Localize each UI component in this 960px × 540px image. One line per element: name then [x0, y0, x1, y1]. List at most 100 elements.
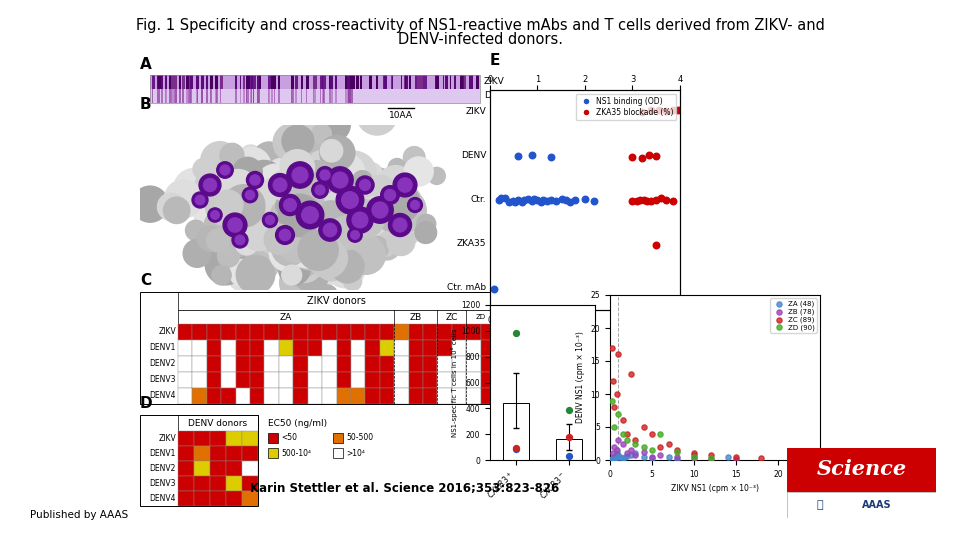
- Bar: [278, 356, 293, 372]
- Bar: [406, 75, 408, 89]
- ZC (89): [653, 442, 668, 451]
- Bar: [424, 75, 427, 89]
- Circle shape: [333, 152, 376, 194]
- ZA (48): [628, 449, 643, 458]
- Text: 50-500: 50-500: [346, 434, 373, 442]
- Text: ZA: ZA: [280, 313, 292, 321]
- Circle shape: [218, 245, 239, 267]
- Circle shape: [347, 235, 386, 274]
- Point: [635, 153, 650, 162]
- Circle shape: [311, 213, 342, 244]
- Bar: [787, 448, 936, 492]
- Circle shape: [315, 170, 353, 208]
- Bar: [348, 89, 349, 103]
- Bar: [335, 89, 337, 103]
- Bar: [235, 340, 250, 356]
- ZA (48): [608, 453, 623, 462]
- Point: [649, 196, 664, 205]
- Point: [549, 197, 564, 205]
- Bar: [247, 89, 249, 103]
- Circle shape: [290, 138, 331, 180]
- Circle shape: [285, 229, 313, 256]
- Bar: [468, 75, 472, 89]
- Circle shape: [210, 174, 234, 199]
- Circle shape: [297, 209, 328, 240]
- Point: [665, 106, 681, 114]
- Circle shape: [271, 219, 308, 257]
- ZD (90): [669, 448, 684, 456]
- Circle shape: [340, 194, 368, 221]
- Bar: [395, 340, 409, 356]
- Bar: [293, 372, 308, 388]
- Bar: [392, 75, 394, 89]
- Text: <50: <50: [281, 434, 297, 442]
- Bar: [313, 75, 315, 89]
- Circle shape: [367, 197, 394, 223]
- Bar: [172, 75, 174, 89]
- Circle shape: [333, 185, 370, 220]
- Circle shape: [205, 185, 247, 226]
- Circle shape: [276, 156, 292, 172]
- Text: DENV4: DENV4: [150, 392, 176, 401]
- Circle shape: [272, 231, 307, 266]
- Bar: [346, 89, 348, 103]
- Bar: [366, 324, 380, 340]
- Text: DENV1: DENV1: [150, 343, 176, 353]
- Circle shape: [192, 192, 208, 208]
- Bar: [178, 446, 194, 461]
- Bar: [271, 75, 274, 89]
- Bar: [257, 89, 260, 103]
- Circle shape: [299, 204, 327, 233]
- Circle shape: [346, 200, 384, 238]
- ZA (48): [604, 455, 619, 464]
- Bar: [313, 75, 317, 89]
- Bar: [405, 75, 408, 89]
- Circle shape: [233, 157, 262, 187]
- Bar: [320, 89, 322, 103]
- Bar: [268, 75, 271, 89]
- Circle shape: [386, 174, 406, 195]
- Circle shape: [220, 165, 230, 175]
- Circle shape: [328, 208, 354, 233]
- Bar: [503, 403, 529, 460]
- Text: Ctr.: Ctr.: [470, 195, 486, 205]
- Circle shape: [404, 157, 433, 186]
- Bar: [251, 89, 252, 103]
- Bar: [175, 75, 177, 89]
- Circle shape: [271, 228, 298, 255]
- Circle shape: [287, 185, 324, 221]
- Circle shape: [312, 216, 350, 255]
- Text: ZIKV donors: ZIKV donors: [307, 296, 366, 306]
- Bar: [259, 89, 260, 103]
- Point: [515, 198, 530, 206]
- Bar: [293, 324, 308, 340]
- Bar: [226, 491, 242, 506]
- Bar: [481, 340, 495, 356]
- Circle shape: [228, 189, 251, 212]
- Point: [526, 195, 541, 204]
- Circle shape: [352, 212, 368, 228]
- Circle shape: [218, 170, 258, 210]
- Point: [632, 196, 647, 205]
- Text: A: A: [140, 57, 152, 72]
- Bar: [240, 75, 241, 89]
- Bar: [175, 75, 177, 89]
- Bar: [202, 89, 204, 103]
- Circle shape: [317, 177, 349, 210]
- Bar: [190, 75, 193, 89]
- Bar: [380, 388, 395, 404]
- Bar: [452, 388, 467, 404]
- Bar: [423, 340, 438, 356]
- Text: B: B: [140, 97, 152, 112]
- Point: [567, 195, 583, 204]
- Bar: [420, 75, 422, 89]
- Bar: [438, 372, 452, 388]
- Circle shape: [256, 178, 295, 217]
- ZB (78): [669, 453, 684, 462]
- Bar: [452, 372, 467, 388]
- Circle shape: [163, 197, 190, 224]
- Bar: [202, 75, 204, 89]
- Circle shape: [348, 228, 362, 242]
- Bar: [252, 89, 254, 103]
- Circle shape: [300, 177, 331, 208]
